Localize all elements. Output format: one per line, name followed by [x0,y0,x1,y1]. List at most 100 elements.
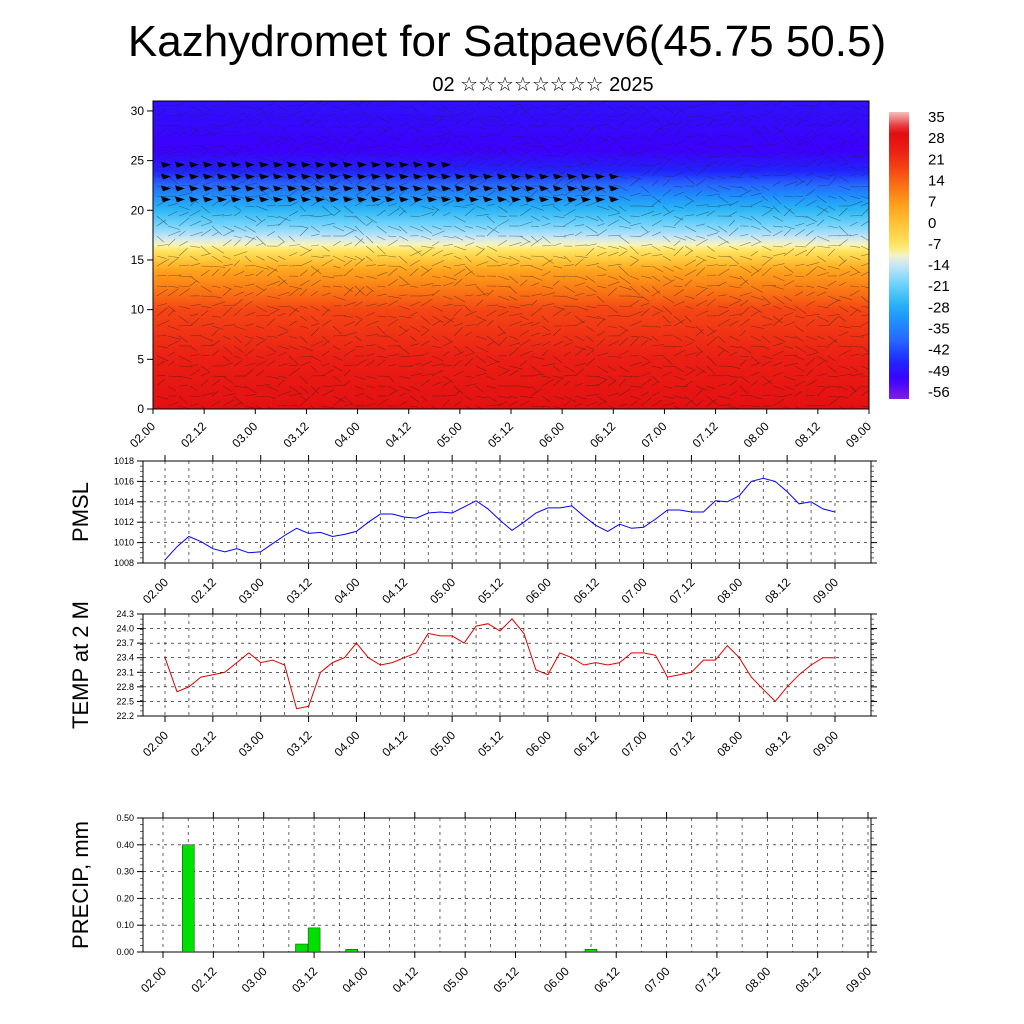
wind-barb [222,109,232,117]
wind-barb [717,305,729,309]
wind-flag [315,173,325,180]
wind-barb [607,125,620,131]
x-tick-label: 05.00 [427,728,458,759]
wind-barb [189,313,198,317]
wind-barb [816,335,825,340]
wind-barb [310,119,323,127]
wind-barb [860,352,869,357]
wind-barb [717,264,728,267]
wind-barb [673,107,685,117]
wind-barb [618,175,629,180]
wind-barb [200,205,211,214]
wind-barb [728,285,741,289]
wind-barb [805,222,815,227]
wind-barb [728,185,742,189]
wind-flag [469,185,479,192]
wind-barb [442,252,454,257]
wind-barb [156,124,169,127]
wind-barb [783,280,795,287]
x-tick-label: 02.00 [140,575,171,606]
wind-barb [464,135,473,144]
wind-barb [607,212,620,217]
wind-barb [794,275,804,278]
wind-barb [640,148,649,157]
wind-barb [651,275,661,282]
wind-barb [222,268,231,277]
wind-barb [772,115,781,124]
wind-barb [453,245,467,251]
wind-barb [552,215,565,219]
wind-barb [750,130,760,137]
wind-barb [211,231,220,237]
wind-barb [156,345,168,348]
wind-barb [651,195,662,204]
wind-barb [772,398,785,407]
wind-barb [739,329,747,337]
wind-barb [442,200,455,207]
wind-barb [673,205,684,209]
wind-barb [508,275,518,284]
wind-barb [211,285,221,288]
wind-barb [431,153,441,157]
wind-barb [574,395,587,400]
wind-barb [343,321,355,327]
wind-flag [189,173,199,180]
wind-barb [244,265,256,267]
wind-barb [508,145,523,150]
wind-barb [387,390,396,397]
wind-barb [387,375,395,383]
wind-barb [255,405,264,409]
wind-barb [640,170,651,177]
wind-barb [772,263,785,267]
wind-barb [728,195,743,198]
wind-barb [233,180,246,187]
wind-barb [299,395,308,401]
wind-barb [453,370,464,377]
wind-barb [552,265,563,269]
wind-flag [315,161,325,168]
x-tick-label: 06.00 [541,964,572,995]
wind-barb [200,221,212,227]
wind-barb [442,315,454,323]
wind-barb [387,295,402,299]
wind-barb [816,219,825,227]
wind-barb [706,115,718,123]
wind-barb [387,335,399,343]
wind-flag [175,173,185,180]
wind-barb [376,355,388,358]
wind-barb [519,142,530,147]
wind-barb [541,222,551,227]
wind-barb [376,264,386,267]
wind-barb [233,270,245,277]
wind-barb [695,310,709,317]
wind-barb [662,355,673,365]
wind-barb [332,205,341,212]
wind-barb [288,320,298,327]
wind-barb [783,122,792,127]
wind-barb [805,246,816,257]
y-tick-label: 10 [131,303,145,317]
wind-flag [595,173,605,180]
wind-barb [860,365,869,370]
colorbar-label: 21 [928,151,945,168]
wind-barb [156,378,165,387]
wind-barb [277,265,288,267]
wind-barb [706,336,718,347]
wind-barb [332,315,346,317]
y-tick-label: 1012 [114,517,134,527]
wind-barb [178,335,188,343]
wind-barb [706,325,716,333]
wind-barb [244,131,258,137]
wind-flag [525,196,535,203]
wind-barb [453,215,466,223]
wind-barb [211,131,223,137]
wind-barb [244,274,254,277]
wind-barb [178,125,188,131]
wind-barb [420,283,434,287]
wind-barb [497,285,511,288]
wind-barb [431,230,445,237]
wind-barb [387,125,395,133]
wind-barb [860,235,869,241]
wind-barb [596,365,609,374]
wind-barb [200,228,212,237]
